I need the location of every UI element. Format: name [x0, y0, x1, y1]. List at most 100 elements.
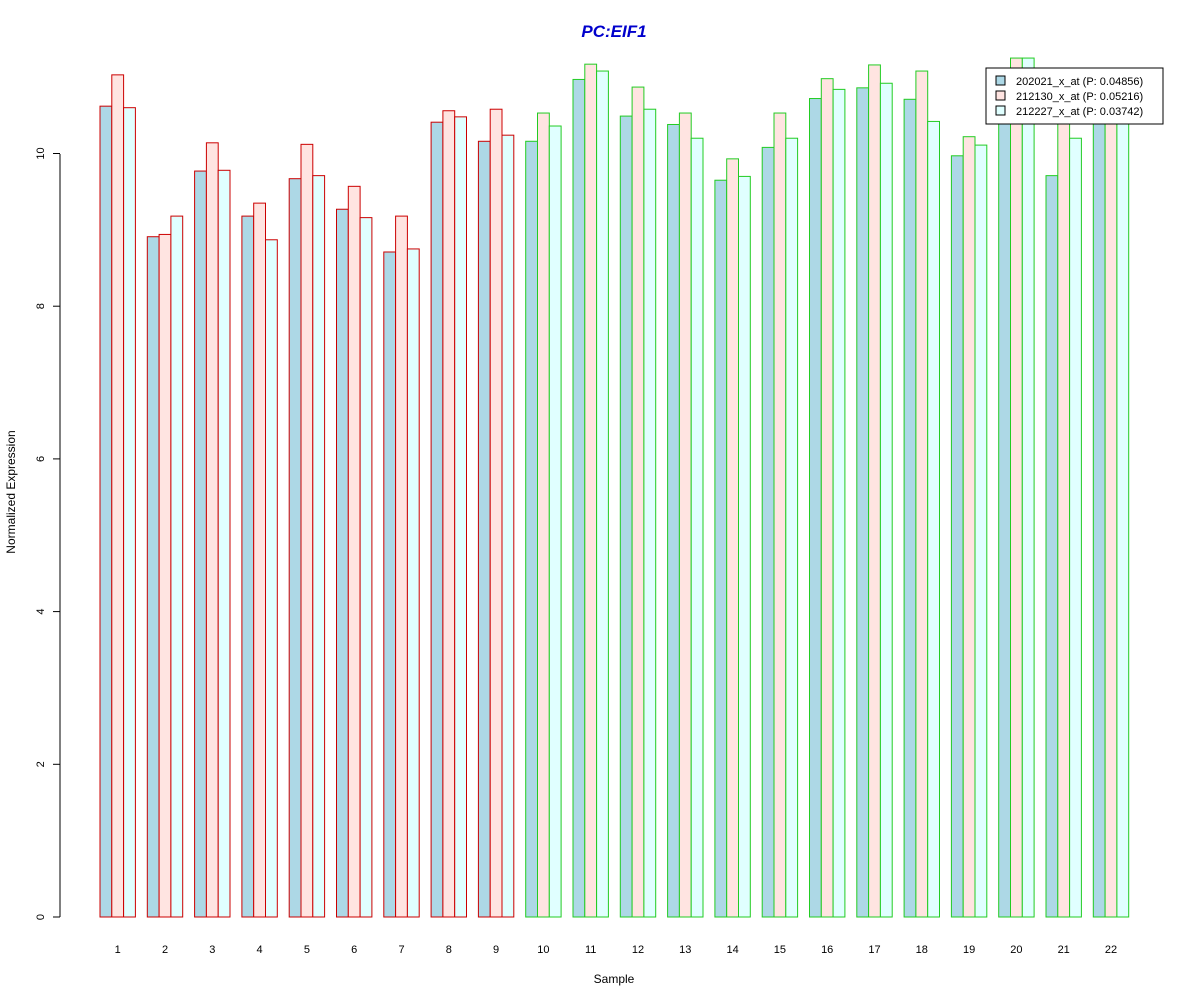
bar: [761, 146, 775, 918]
legend-box: [985, 67, 1164, 125]
bar: [489, 108, 503, 918]
x-tick-label: 5: [304, 944, 310, 956]
bar: [856, 87, 870, 918]
legend-label: 202021_x_at (P: 0.04856): [1016, 76, 1143, 88]
bar: [678, 112, 692, 918]
bar-series-group: [99, 57, 1130, 918]
bar: [501, 134, 515, 918]
legend-swatch: [995, 75, 1006, 86]
legend-swatch: [995, 105, 1006, 116]
bar: [1092, 69, 1106, 918]
bar: [962, 136, 976, 918]
bar: [217, 169, 231, 918]
bar: [300, 143, 314, 918]
bar: [832, 88, 846, 918]
bar: [312, 175, 326, 918]
bar: [584, 63, 598, 918]
x-tick-label: 2: [162, 944, 168, 956]
x-tick-label: 11: [585, 944, 596, 956]
bar: [1010, 57, 1023, 918]
bar: [111, 74, 125, 918]
bar: [726, 158, 740, 918]
legend-swatch: [995, 90, 1006, 101]
bar: [879, 82, 893, 918]
bar: [738, 175, 751, 918]
bar: [194, 170, 207, 918]
x-tick-label: 13: [679, 944, 691, 956]
x-tick-label: 4: [257, 944, 263, 956]
x-tick-label: 16: [821, 944, 833, 956]
bar: [809, 98, 822, 918]
x-tick-label: 9: [493, 944, 499, 956]
bar: [336, 208, 349, 918]
bar: [820, 78, 834, 918]
x-tick-label: 12: [632, 944, 644, 956]
bar: [241, 215, 255, 918]
bar: [998, 69, 1012, 918]
bar: [1057, 69, 1071, 918]
bar: [667, 123, 680, 918]
bar: [99, 105, 113, 918]
bar: [619, 115, 633, 918]
x-tick-label: 22: [1105, 944, 1117, 956]
x-tick-label: 15: [774, 944, 786, 956]
x-tick-label: 6: [351, 944, 357, 956]
bar: [1021, 57, 1035, 918]
x-tick-label: 17: [868, 944, 880, 956]
bar: [477, 140, 491, 918]
bar: [643, 108, 657, 918]
x-tick-label: 3: [209, 944, 215, 956]
bar: [525, 140, 539, 918]
bar: [383, 251, 397, 918]
x-tick-label: 1: [115, 944, 121, 956]
bar: [548, 125, 562, 918]
bar: [454, 116, 468, 918]
bar: [1116, 69, 1130, 918]
x-axis-title: Sample: [594, 972, 635, 986]
legend: 202021_x_at (P: 0.04856) 212130_x_at (P: …: [985, 67, 1164, 125]
bar: [714, 179, 728, 918]
bar: [974, 144, 988, 918]
x-tick-label: 14: [726, 944, 738, 956]
bar: [950, 155, 964, 918]
bar: [773, 112, 787, 918]
x-tick-label: 21: [1058, 944, 1070, 956]
x-axis-tick-labels: 1 2 3 4 5 6 7 8 9 10 11 12 13 14 15 16 17 18 19 20 21 22: [115, 944, 1117, 956]
y-axis-ticks: 0 2 4 6 8 10: [35, 147, 60, 920]
bar: [253, 202, 266, 918]
bar: [205, 142, 219, 918]
bar: [395, 215, 408, 918]
bar: [631, 86, 645, 918]
bar: [690, 137, 704, 918]
bar: [442, 110, 456, 918]
x-tick-label: 18: [916, 944, 928, 956]
y-tick-label: 10: [35, 147, 47, 159]
bar: [430, 121, 444, 918]
y-axis-title: Normalized Expression: [4, 430, 18, 553]
bar: [572, 78, 586, 918]
y-tick-label: 4: [35, 609, 47, 615]
x-tick-label: 10: [537, 944, 549, 956]
bar: [1045, 175, 1059, 918]
x-tick-label: 19: [963, 944, 975, 956]
bar: [123, 107, 136, 918]
bar: [1104, 69, 1118, 918]
legend-label: 212130_x_at (P: 0.05216): [1016, 91, 1143, 103]
y-tick-label: 2: [35, 761, 47, 767]
bar: [903, 98, 917, 918]
x-tick-label: 20: [1010, 944, 1022, 956]
bar: [265, 239, 278, 918]
bar: [868, 64, 881, 918]
y-tick-label: 8: [35, 303, 47, 309]
bar: [596, 70, 609, 918]
y-tick-label: 0: [35, 914, 47, 920]
chart-title: PC:EIF1: [581, 22, 646, 41]
x-tick-label: 8: [446, 944, 452, 956]
bar: [170, 215, 184, 918]
bar: [158, 233, 172, 918]
bar: [537, 112, 550, 918]
bar: [146, 236, 160, 918]
y-tick-label: 6: [35, 456, 47, 462]
bar: [406, 248, 420, 918]
